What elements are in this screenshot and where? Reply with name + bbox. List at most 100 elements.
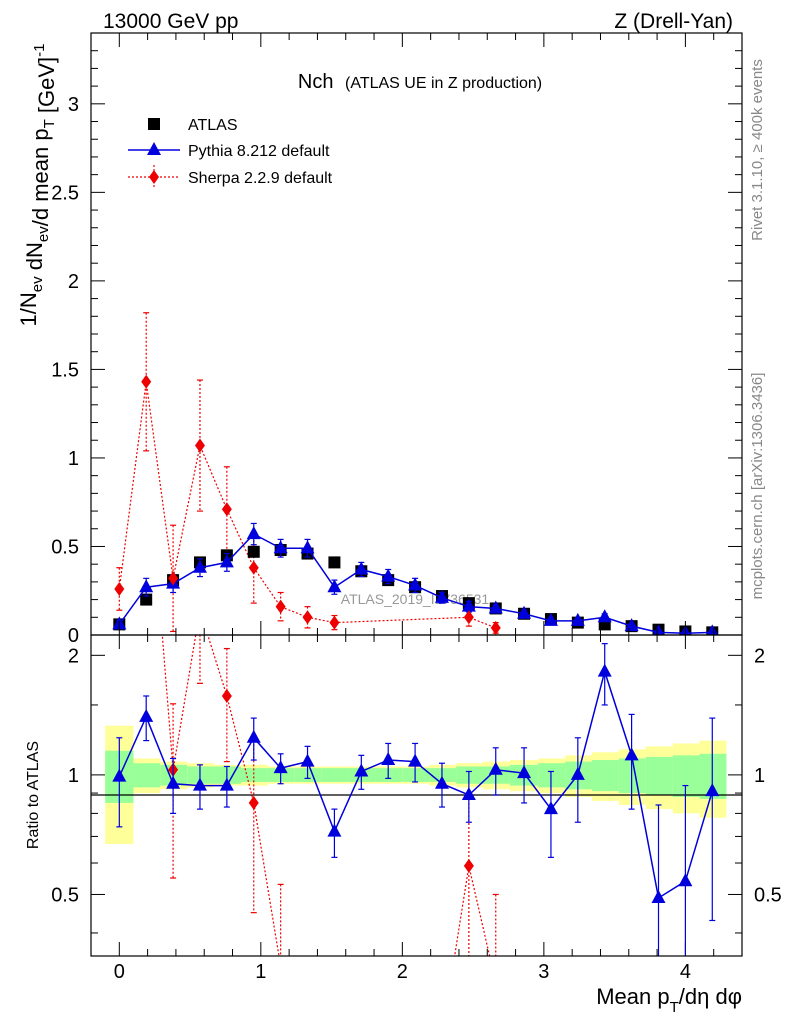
data-point-diamond <box>490 620 501 635</box>
data-point-triangle <box>570 766 585 780</box>
main-panel: ATLAS_2019_I1736531 0 0.5 1 1.5 2 2.5 3 Nch (A… <box>16 32 743 956</box>
mcplots-label: mcplots.cern.ch [arXiv:1306.3436] <box>749 373 766 600</box>
data-point-triangle <box>408 577 423 591</box>
data-point-triangle <box>706 624 719 635</box>
data-point-diamond <box>463 610 474 625</box>
ratio-band-inner <box>456 766 484 784</box>
ratio-band-inner <box>321 768 349 782</box>
plot-title-main: Nch <box>298 71 334 93</box>
data-point-triangle <box>147 142 161 155</box>
data-point-triangle <box>461 786 476 800</box>
ratio-panel: 0.5 0.5 1 1 2 2 Ratio to ATLAS <box>25 603 782 990</box>
data-point-diamond <box>195 603 205 617</box>
data-point-square <box>148 118 160 130</box>
ratio-band-inner <box>591 760 619 792</box>
data-point-diamond <box>491 976 501 990</box>
x-tick-label: 3 <box>538 961 549 983</box>
x-tick-label: 0 <box>114 961 125 983</box>
data-point-triangle <box>488 761 503 775</box>
ratio-tick-label-right: 0.5 <box>754 884 782 906</box>
data-point-triangle <box>300 540 315 554</box>
ratio-band-inner <box>187 766 215 784</box>
ratio-band-inner <box>133 763 161 788</box>
ratio-band-inner <box>214 766 242 784</box>
data-point-triangle <box>219 554 234 568</box>
data-point-diamond <box>194 438 205 453</box>
ratio-tick-label: 0.5 <box>51 884 79 906</box>
y-tick-label: 0 <box>68 625 79 647</box>
data-point-diamond <box>114 581 125 596</box>
data-point-triangle <box>651 889 666 903</box>
data-point-triangle <box>192 559 207 573</box>
data-point-triangle <box>624 618 639 632</box>
legend-entry: ATLAS <box>188 117 238 134</box>
data-point-triangle <box>488 600 503 614</box>
y-tick-label: 2 <box>68 271 79 293</box>
data-point-triangle <box>139 708 154 722</box>
legend-entry: Sherpa 2.2.9 default <box>188 170 333 187</box>
data-point-triangle <box>246 526 261 540</box>
header-right-label: Z (Drell-Yan) <box>614 10 733 33</box>
data-point-triangle <box>381 752 396 766</box>
ratio-tick-label: 2 <box>68 645 79 667</box>
ratio-band-inner <box>618 758 646 794</box>
ratio-tick-label-right: 2 <box>754 645 765 667</box>
data-point-diamond <box>221 688 232 703</box>
sherpa-ratio-line <box>161 635 491 956</box>
ratio-tick-label-right: 1 <box>754 765 765 787</box>
data-point-triangle <box>192 777 207 791</box>
data-point-triangle <box>624 747 639 761</box>
y-tick-label: 2.5 <box>51 182 79 204</box>
data-point-triangle <box>381 568 396 582</box>
data-point-diamond <box>248 795 259 810</box>
data-point-triangle <box>327 823 342 837</box>
data-point-triangle <box>543 801 558 815</box>
data-point-triangle <box>273 760 288 774</box>
data-point-diamond <box>248 560 259 575</box>
data-point-triangle <box>166 775 181 789</box>
analysis-watermark: ATLAS_2019_I1736531 <box>341 591 490 607</box>
rivet-version-label: Rivet 3.1.10, ≥ 400k events <box>749 59 766 241</box>
data-point-triangle <box>461 598 476 612</box>
data-point-triangle <box>570 612 585 626</box>
data-point-triangle <box>705 783 720 797</box>
data-point-triangle <box>678 873 693 887</box>
y-axis-label: 1/Nev dNev/d mean pT [GeV]-1 <box>16 44 59 327</box>
data-point-triangle <box>517 765 532 779</box>
data-point-diamond <box>221 502 232 517</box>
plot-title-sub: (ATLAS UE in Z production) <box>345 75 542 92</box>
data-point-triangle <box>354 561 369 575</box>
legend: ATLAS Pythia 8.212 default Sherpa 2.2.9 de… <box>128 117 333 189</box>
data-point-triangle <box>408 753 423 767</box>
data-point-triangle <box>300 753 315 767</box>
data-point-triangle <box>652 624 665 635</box>
header-left-label: 13000 GeV pp <box>103 10 238 33</box>
data-point-diamond <box>149 170 159 184</box>
ratio-band-inner <box>241 768 268 782</box>
x-tick-label: 1 <box>255 961 266 983</box>
ratio-frame <box>90 634 743 957</box>
data-point-triangle <box>434 589 449 603</box>
x-tick-label: 4 <box>680 961 691 983</box>
data-point-diamond <box>168 571 179 586</box>
data-point-triangle <box>327 579 342 593</box>
ratio-band-inner <box>672 755 700 797</box>
data-point-square <box>328 556 341 569</box>
data-point-square <box>247 545 260 558</box>
data-point-triangle <box>139 579 154 593</box>
data-point-triangle <box>597 609 612 623</box>
ratio-band-inner <box>375 768 403 782</box>
ratio-band-inner <box>538 763 566 788</box>
data-point-diamond <box>141 374 152 389</box>
data-point-triangle <box>517 605 532 619</box>
x-axis-label-text: Mean pT/dη dφ <box>596 984 742 1016</box>
data-point-diamond <box>276 959 286 973</box>
data-point-triangle <box>434 775 449 789</box>
y-tick-label: 1.5 <box>51 359 79 381</box>
ratio-band-inner <box>294 768 322 782</box>
x-tick-label: 2 <box>397 961 408 983</box>
y-tick-label: 3 <box>68 94 79 116</box>
plot-title: Nch (ATLAS UE in Z production) <box>298 71 542 93</box>
data-point-triangle <box>273 540 288 554</box>
data-point-triangle <box>597 663 612 677</box>
